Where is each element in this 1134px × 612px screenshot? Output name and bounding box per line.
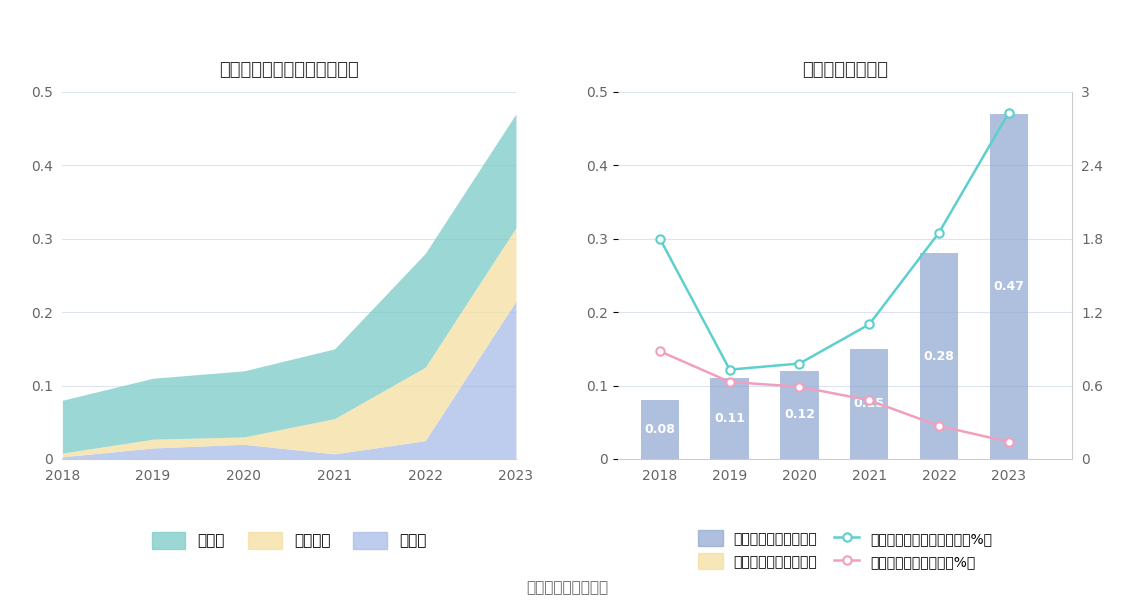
Text: 0.47: 0.47: [993, 280, 1024, 293]
Bar: [850, 349, 888, 459]
Text: 0.15: 0.15: [854, 397, 885, 411]
Bar: [920, 253, 958, 459]
Bar: [641, 400, 679, 459]
Legend: 存货账面价值（亿元）, 存货跌价准备（亿元）, 右轴：存货占净资产比例（%）, 右轴：存货计提比例（%）: 存货账面价值（亿元）, 存货跌价准备（亿元）, 右轴：存货占净资产比例（%）, …: [692, 524, 998, 575]
Legend: 原材料, 库存商品, 在产品: 原材料, 库存商品, 在产品: [146, 525, 432, 555]
Bar: [711, 378, 748, 459]
Text: 0.12: 0.12: [784, 408, 815, 422]
Title: 历年存货变动情况: 历年存货变动情况: [802, 61, 888, 79]
Bar: [990, 114, 1029, 459]
Text: 0.28: 0.28: [923, 349, 955, 363]
Bar: [780, 371, 819, 459]
Title: 近年存货变化堆积图（亿元）: 近年存货变化堆积图（亿元）: [219, 61, 359, 79]
Text: 数据来源：恒生聚源: 数据来源：恒生聚源: [526, 580, 608, 595]
Text: 0.08: 0.08: [644, 423, 676, 436]
Text: 0.11: 0.11: [714, 412, 745, 425]
